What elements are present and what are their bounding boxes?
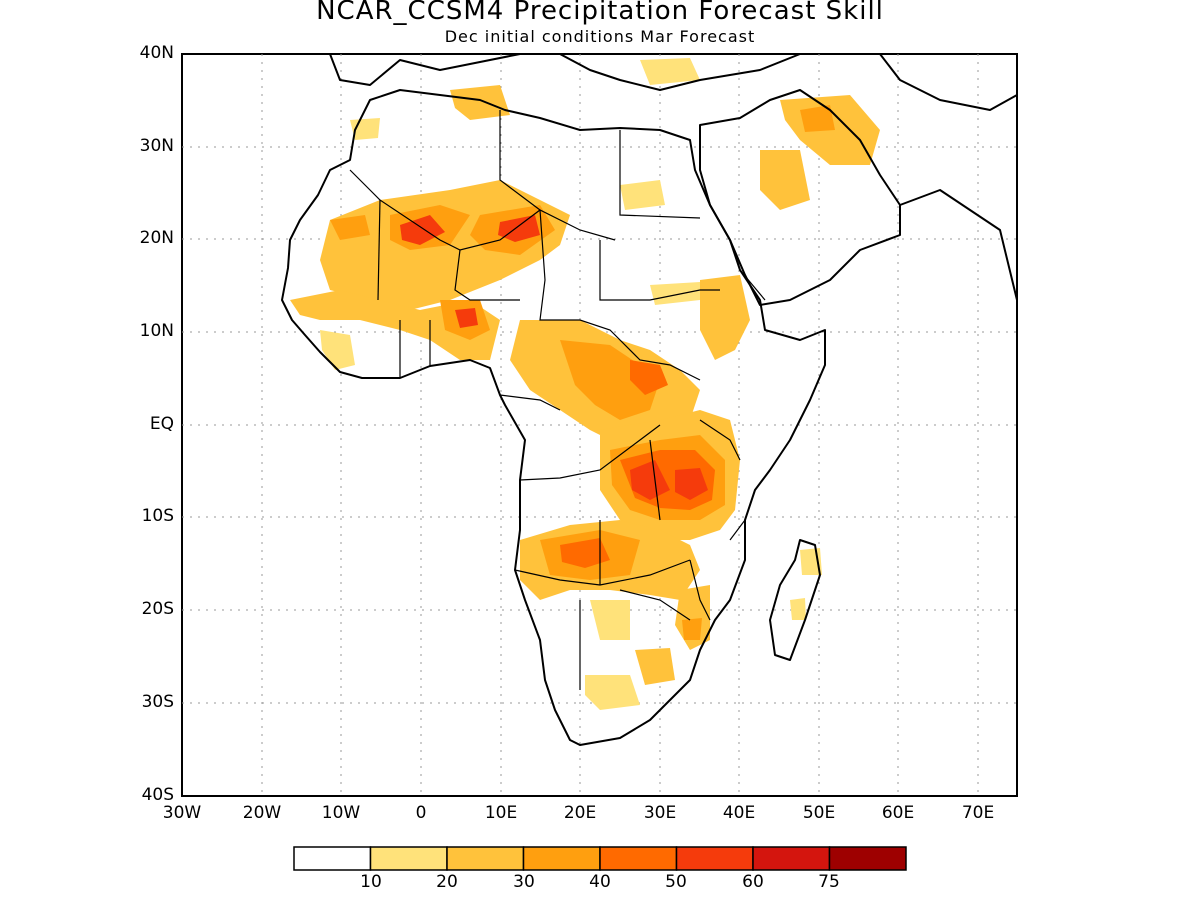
lon-label: 30E [643, 803, 677, 823]
lon-label: 70E [961, 803, 995, 823]
colorbar-swatch [293, 846, 372, 871]
lon-label: 10W [321, 803, 361, 823]
lat-label: 30N [139, 136, 174, 156]
lat-label: 40N [139, 43, 174, 63]
lat-label: 20S [141, 599, 174, 619]
colorbar-swatch [675, 846, 754, 871]
country-borders [349, 110, 766, 690]
colorbar-label: 10 [360, 872, 382, 892]
lon-label: 20W [242, 803, 282, 823]
lat-label: 20N [139, 228, 174, 248]
lon-label: 50E [802, 803, 836, 823]
lon-label: 40E [722, 803, 756, 823]
colorbar-swatch [369, 846, 448, 871]
lat-label: 40S [141, 785, 174, 805]
map-subtitle: Dec initial conditions Mar Forecast [444, 27, 756, 46]
lat-label: 10S [141, 506, 174, 526]
colorbar-swatch [522, 846, 601, 871]
colorbar-swatch [752, 846, 831, 871]
lon-label: 20E [563, 803, 597, 823]
lon-label: 30W [162, 803, 202, 823]
colorbar-label: 50 [665, 872, 687, 892]
europe-coastline [329, 53, 521, 86]
skill-shading [290, 58, 880, 710]
coastlines [281, 53, 1018, 746]
colorbar-label: 30 [513, 872, 535, 892]
lat-label: EQ [149, 414, 174, 434]
map-title: NCAR_CCSM4 Precipitation Forecast Skill [316, 0, 884, 26]
colorbar-label: 60 [742, 872, 764, 892]
arabia-coastline [699, 89, 901, 306]
madagascar-coastline [769, 539, 821, 661]
africa-coastline [281, 89, 826, 746]
colorbar-swatch [599, 846, 678, 871]
colorbar-swatch [828, 846, 907, 871]
colorbar [293, 846, 907, 871]
lat-label: 30S [141, 692, 174, 712]
colorbar-label: 75 [818, 872, 840, 892]
colorbar-swatch [446, 846, 525, 871]
lon-label: 10E [484, 803, 518, 823]
lon-label: 60E [881, 803, 915, 823]
lat-label: 10N [139, 321, 174, 341]
colorbar-label: 40 [589, 872, 611, 892]
lon-label: 0 [415, 803, 427, 823]
colorbar-label: 20 [436, 872, 458, 892]
